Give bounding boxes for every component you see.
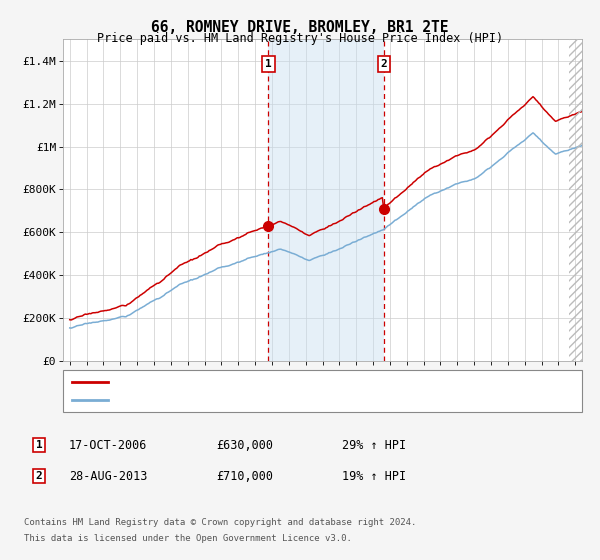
Text: 1: 1 <box>265 59 272 69</box>
Text: Contains HM Land Registry data © Crown copyright and database right 2024.: Contains HM Land Registry data © Crown c… <box>24 518 416 527</box>
Text: 66, ROMNEY DRIVE, BROMLEY, BR1 2TE (detached house): 66, ROMNEY DRIVE, BROMLEY, BR1 2TE (deta… <box>114 377 458 387</box>
Text: 29% ↑ HPI: 29% ↑ HPI <box>342 438 406 452</box>
Text: £710,000: £710,000 <box>216 469 273 483</box>
Text: Price paid vs. HM Land Registry's House Price Index (HPI): Price paid vs. HM Land Registry's House … <box>97 32 503 45</box>
Bar <box>268 39 384 361</box>
Text: 1: 1 <box>35 440 43 450</box>
Text: HPI: Average price, detached house, Bromley: HPI: Average price, detached house, Brom… <box>114 395 404 405</box>
Text: 2: 2 <box>380 59 388 69</box>
Text: 66, ROMNEY DRIVE, BROMLEY, BR1 2TE: 66, ROMNEY DRIVE, BROMLEY, BR1 2TE <box>151 20 449 35</box>
Text: 28-AUG-2013: 28-AUG-2013 <box>69 469 148 483</box>
Text: 2: 2 <box>35 471 43 481</box>
Text: £630,000: £630,000 <box>216 438 273 452</box>
Text: 19% ↑ HPI: 19% ↑ HPI <box>342 469 406 483</box>
Bar <box>569 39 584 361</box>
Text: 17-OCT-2006: 17-OCT-2006 <box>69 438 148 452</box>
Text: This data is licensed under the Open Government Licence v3.0.: This data is licensed under the Open Gov… <box>24 534 352 543</box>
